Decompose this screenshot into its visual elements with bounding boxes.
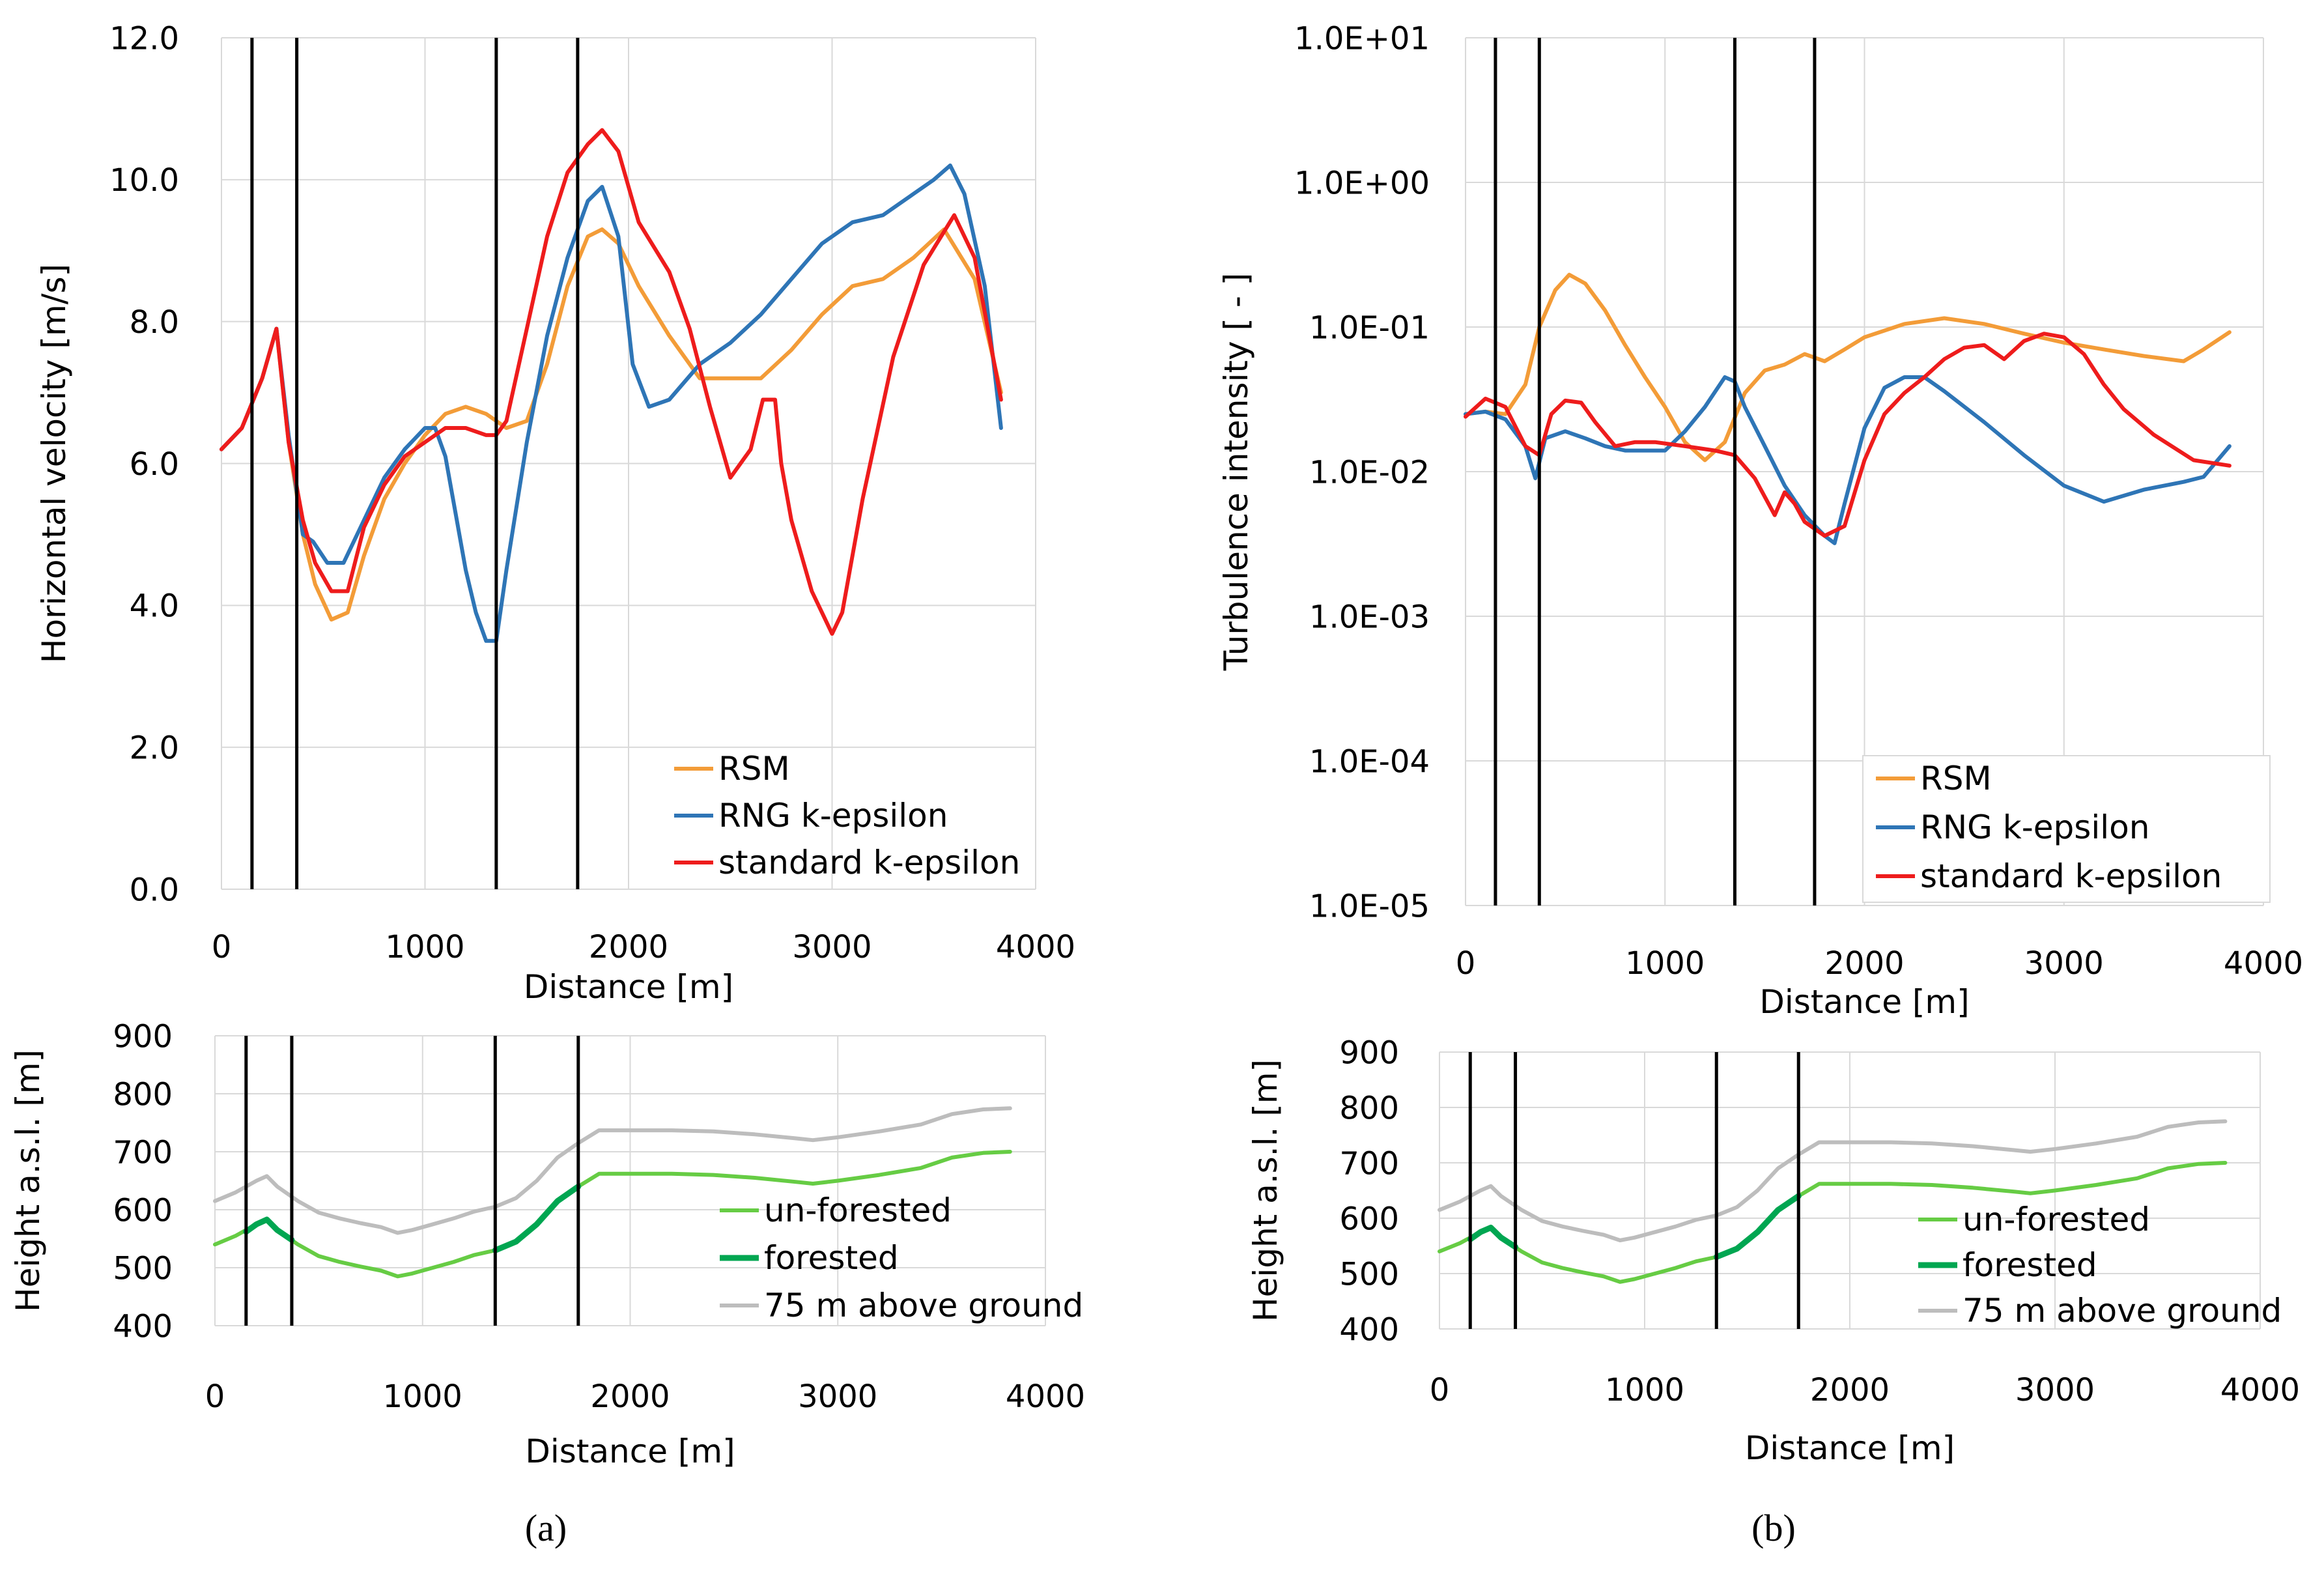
legend-label: 75 m above ground bbox=[764, 1287, 1083, 1324]
y-tick-label: 0.0 bbox=[130, 872, 179, 908]
x-tick-label: 2000 bbox=[589, 929, 668, 965]
x-tick-label: 3000 bbox=[798, 1378, 877, 1415]
panel-label-a: (a) bbox=[525, 1507, 567, 1549]
x-tick-label: 4000 bbox=[2220, 1372, 2300, 1408]
x-tick-label: 3000 bbox=[792, 929, 872, 965]
y-tick-label: 400 bbox=[1339, 1311, 1399, 1348]
x-tick-label: 1000 bbox=[383, 1378, 462, 1415]
y-tick-label: 8.0 bbox=[130, 304, 179, 341]
y-tick-label: 500 bbox=[113, 1250, 173, 1287]
y-tick-label: 600 bbox=[113, 1192, 173, 1229]
legend-label: un-forested bbox=[1963, 1201, 2150, 1238]
x-tick-label: 0 bbox=[1430, 1372, 1450, 1408]
x-tick-label: 1000 bbox=[1625, 945, 1705, 982]
legend-label: standard k-epsilon bbox=[718, 844, 1020, 881]
x-tick-label: 1000 bbox=[1605, 1372, 1684, 1408]
legend-label: RSM bbox=[718, 750, 790, 788]
series-line-standard-k-epsilon bbox=[220, 128, 1003, 636]
series-line-rng-k-epsilon bbox=[1464, 375, 2232, 545]
x-tick-label: 2000 bbox=[1810, 1372, 1890, 1408]
y-axis-title: Horizontal velocity [m/s] bbox=[35, 264, 73, 663]
x-axis-title: Distance [m] bbox=[525, 1433, 735, 1470]
y-tick-label: 800 bbox=[113, 1076, 173, 1113]
legend-label: standard k-epsilon bbox=[1920, 857, 2222, 895]
y-axis-title: Height a.s.l. [m] bbox=[1247, 1059, 1284, 1322]
y-tick-label: 700 bbox=[1339, 1145, 1399, 1182]
legend-label: RNG k-epsilon bbox=[718, 797, 948, 834]
series-line-75-m-above-ground bbox=[213, 1106, 1012, 1235]
legend-label: forested bbox=[764, 1239, 899, 1277]
x-axis-title: Distance [m] bbox=[1759, 983, 1969, 1021]
y-axis-title: Turbulence intensity [ - ] bbox=[1217, 273, 1255, 672]
legend-box bbox=[1862, 755, 2271, 903]
chart-terrain-height-b: 0 1000 2000 3000 4000 400 500 600 700 800 900 Dista… bbox=[1247, 1034, 2300, 1467]
legend-label: un-forested bbox=[764, 1191, 952, 1229]
x-axis-title: Distance [m] bbox=[524, 968, 733, 1006]
chart-turbulence-intensity: 0 1000 2000 3000 4000 1.0E-05 1.0E-04 1.0E-03 1.… bbox=[1217, 20, 2303, 1021]
y-tick-label: 400 bbox=[113, 1308, 173, 1345]
y-tick-label: 2.0 bbox=[130, 730, 179, 766]
x-tick-label: 0 bbox=[1456, 945, 1476, 982]
y-tick-label: 1.0E-04 bbox=[1309, 743, 1430, 780]
series-line-standard-k-epsilon bbox=[1464, 332, 2232, 538]
x-tick-label: 2000 bbox=[590, 1378, 670, 1415]
x-axis-title: Distance [m] bbox=[1745, 1429, 1955, 1467]
chart-terrain-height-a: 0 1000 2000 3000 4000 400 500 600 700 800 900 Dista… bbox=[9, 1018, 1085, 1470]
legend-label: forested bbox=[1963, 1246, 2097, 1284]
y-tick-label: 1.0E+01 bbox=[1294, 20, 1430, 57]
x-tick-label: 3000 bbox=[2024, 945, 2104, 982]
legend-label: 75 m above ground bbox=[1963, 1292, 2282, 1330]
legend-label: RSM bbox=[1920, 760, 1992, 797]
x-tick-label: 1000 bbox=[385, 929, 464, 965]
y-tick-label: 600 bbox=[1339, 1201, 1399, 1237]
y-tick-label: 1.0E-01 bbox=[1309, 309, 1430, 346]
series-line-forested bbox=[1713, 1193, 1802, 1260]
x-tick-label: 3000 bbox=[2015, 1372, 2095, 1408]
y-tick-label: 500 bbox=[1339, 1256, 1399, 1292]
series-line-forested bbox=[492, 1183, 582, 1253]
x-tick-label: 4000 bbox=[2224, 945, 2303, 982]
y-tick-label: 700 bbox=[113, 1134, 173, 1171]
y-tick-label: 1.0E-05 bbox=[1309, 888, 1430, 924]
panel-label-b: (b) bbox=[1751, 1507, 1796, 1549]
y-tick-label: 800 bbox=[1339, 1090, 1399, 1126]
y-tick-label: 900 bbox=[1339, 1034, 1399, 1071]
y-tick-label: 6.0 bbox=[130, 446, 179, 483]
y-tick-label: 4.0 bbox=[130, 588, 179, 625]
y-tick-label: 1.0E+00 bbox=[1294, 165, 1430, 201]
series-line-rsm bbox=[1464, 272, 2232, 463]
series-line-forested bbox=[243, 1216, 295, 1243]
chart-horizontal-velocity: 0 1000 2000 3000 4000 0.0 2.0 4.0 6.0 8.0 10.0 12.0… bbox=[35, 20, 1075, 1006]
x-tick-label: 0 bbox=[205, 1378, 225, 1415]
x-tick-label: 4000 bbox=[996, 929, 1075, 965]
series-line-75-m-above-ground bbox=[1438, 1119, 2228, 1242]
series-line-rng-k-epsilon bbox=[220, 164, 1003, 643]
x-tick-label: 0 bbox=[212, 929, 232, 965]
x-tick-label: 4000 bbox=[1006, 1378, 1085, 1415]
legend-label: RNG k-epsilon bbox=[1920, 808, 2149, 846]
x-tick-label: 2000 bbox=[1824, 945, 1904, 982]
series-line-forested bbox=[1467, 1225, 1519, 1250]
y-tick-label: 900 bbox=[113, 1018, 173, 1055]
y-axis-title: Height a.s.l. [m] bbox=[9, 1049, 47, 1312]
y-tick-label: 1.0E-02 bbox=[1309, 454, 1430, 491]
y-tick-label: 10.0 bbox=[109, 162, 179, 199]
y-tick-label: 12.0 bbox=[109, 20, 179, 57]
y-tick-label: 1.0E-03 bbox=[1309, 599, 1430, 635]
